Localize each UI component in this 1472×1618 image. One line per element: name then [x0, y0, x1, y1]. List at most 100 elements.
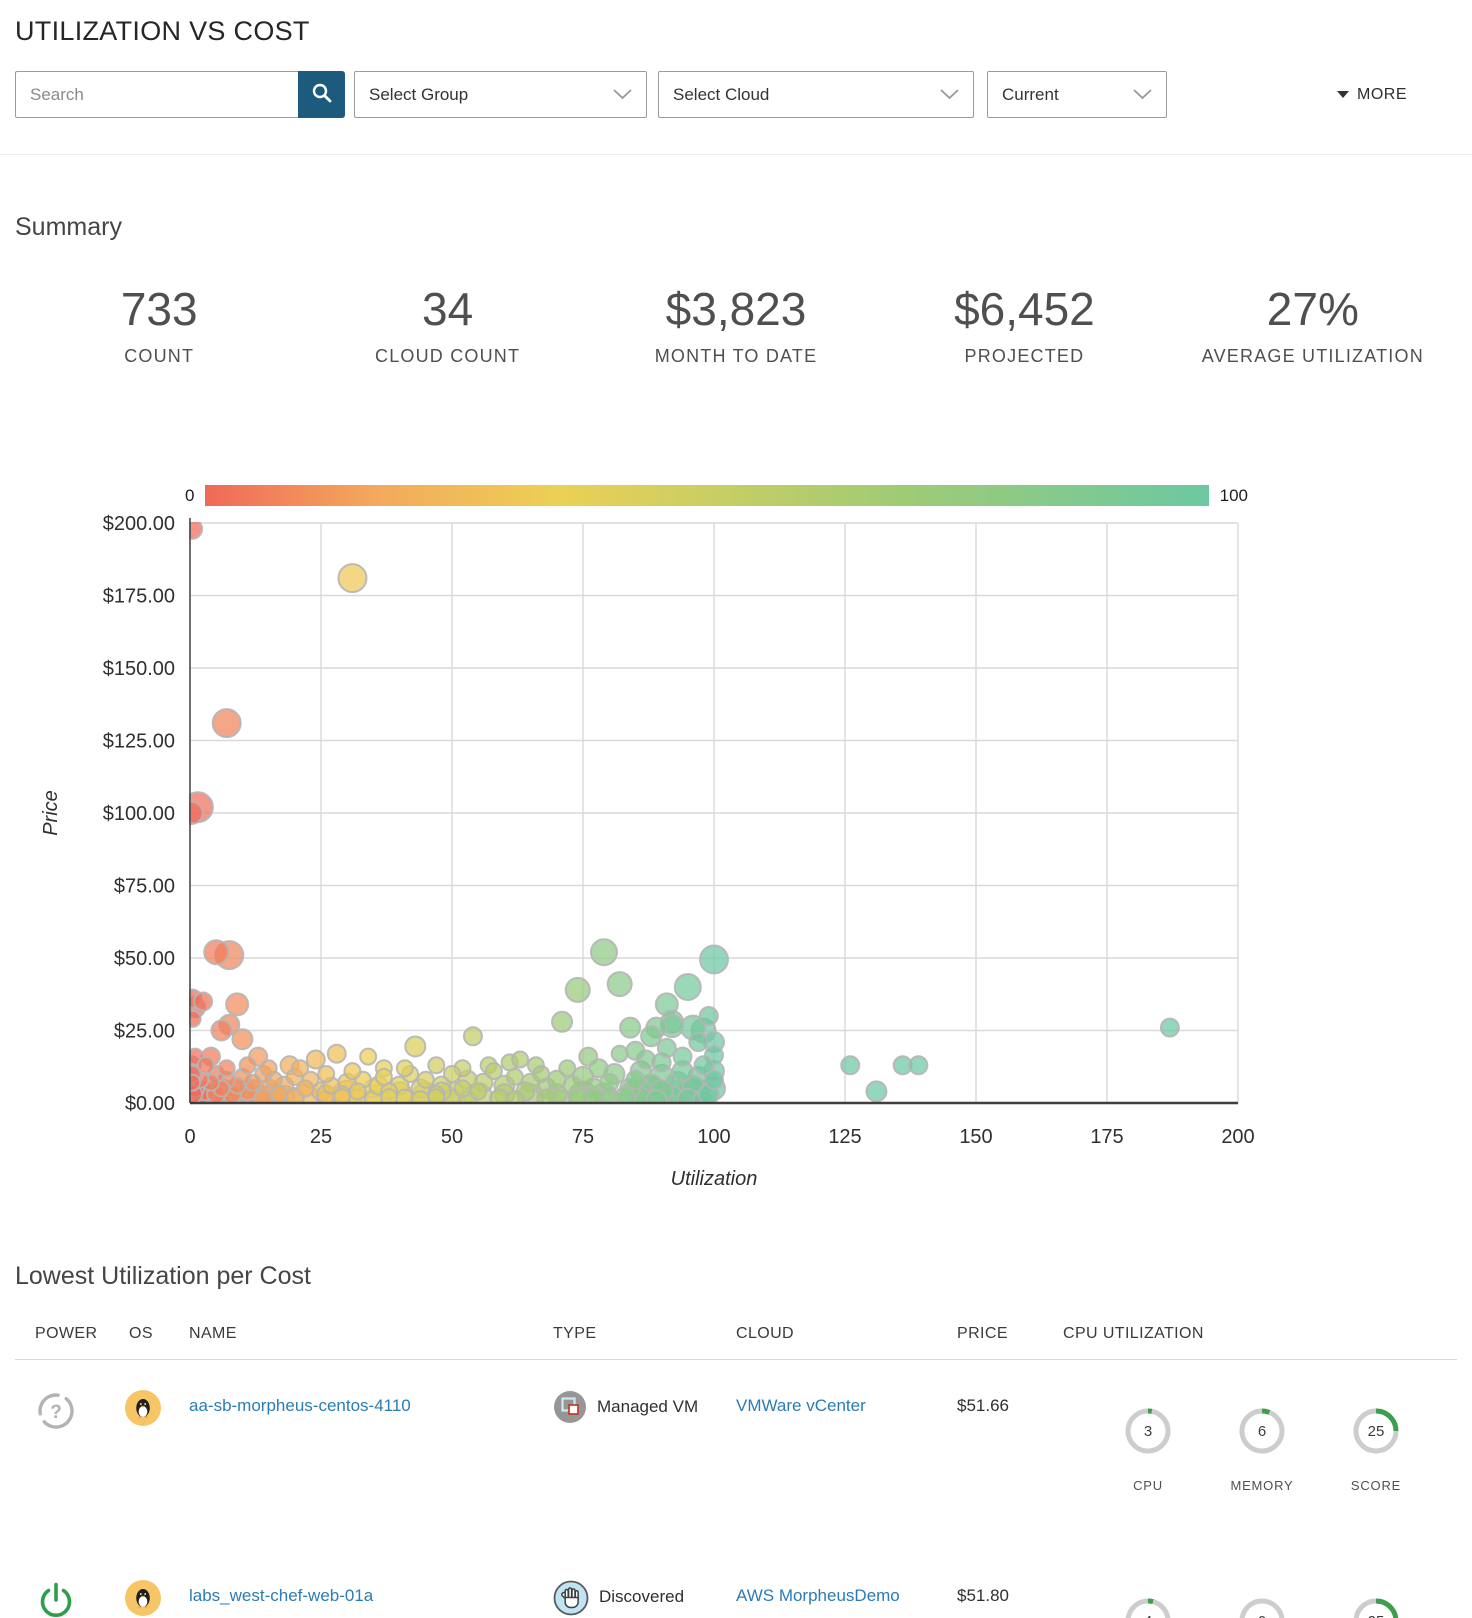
svg-text:0: 0 — [184, 1126, 195, 1148]
toolbar: Select Group Select Cloud Current MORE — [15, 71, 1457, 118]
column-header-os: OS — [129, 1325, 153, 1342]
svg-text:25: 25 — [310, 1126, 332, 1148]
gauge-label: MEMORY — [1230, 1478, 1294, 1493]
power-unknown-icon: ? — [35, 1393, 77, 1436]
cpu-gauge-block: 3 CPU — [1103, 1406, 1193, 1550]
svg-text:75: 75 — [572, 1126, 594, 1148]
stat-value: 27% — [1266, 283, 1359, 335]
search-button[interactable] — [298, 71, 345, 118]
summary-heading: Summary — [15, 213, 122, 241]
score-gauge: 25 — [1351, 1596, 1401, 1618]
column-header-cloud: CLOUD — [736, 1325, 795, 1342]
lowest-utilization-table: POWER OS NAME TYPE CLOUD PRICE CPU UTILI… — [0, 1317, 1472, 1618]
column-header-power: POWER — [35, 1325, 98, 1342]
price-cell: $51.80 — [957, 1586, 1009, 1605]
period-select-value: Current — [1002, 84, 1059, 104]
caret-down-icon — [1337, 91, 1349, 98]
gauge-value: 0 — [1237, 1596, 1287, 1618]
column-header-price: PRICE — [957, 1325, 1008, 1342]
stat-cloud-count: 34 CLOUD COUNT — [303, 282, 591, 367]
chevron-down-icon — [940, 85, 959, 105]
gauge-value: 25 — [1367, 1422, 1385, 1440]
cloud-link[interactable]: VMWare vCenter — [736, 1396, 866, 1415]
svg-text:$75.00: $75.00 — [114, 876, 175, 898]
stat-label: PROJECTED — [964, 346, 1085, 366]
svg-text:$100.00: $100.00 — [103, 803, 175, 825]
power-cell — [15, 1580, 115, 1618]
cpu-utilization-cell: 4 CPU 0 MEMORY 25 SCORE — [1045, 1580, 1457, 1618]
stat-count: 733 COUNT — [15, 282, 303, 367]
cloud-cell: VMWare vCenter — [720, 1390, 957, 1550]
type-label: Discovered — [599, 1587, 685, 1606]
linux-icon — [125, 1390, 161, 1426]
stat-label: COUNT — [124, 346, 195, 366]
name-cell: aa-sb-morpheus-centos-4110 — [173, 1390, 535, 1550]
toolbar-divider — [0, 154, 1472, 155]
svg-text:$125.00: $125.00 — [103, 731, 175, 753]
group-select[interactable]: Select Group — [354, 71, 647, 118]
gauge-value: 6 — [1257, 1422, 1267, 1440]
colorbar-min-label: 0 — [185, 485, 195, 505]
search-group — [15, 71, 345, 118]
stat-projected: $6,452 PROJECTED — [880, 282, 1168, 367]
gauge-value: 4 — [1123, 1596, 1173, 1618]
cloud-select-value: Select Cloud — [673, 84, 770, 104]
cpu-utilization-cell: 3 CPU 6 MEMORY 25 SCORE — [1045, 1390, 1457, 1550]
column-header-name: NAME — [189, 1325, 237, 1342]
stat-average-utilization: 27% AVERAGE UTILIZATION — [1169, 282, 1457, 367]
memory-gauge-block: 6 MEMORY — [1217, 1406, 1307, 1550]
table-header-row: POWER OS NAME TYPE CLOUD PRICE CPU UTILI… — [15, 1317, 1457, 1360]
type-cell: Discovered — [535, 1580, 720, 1618]
svg-text:50: 50 — [441, 1126, 463, 1148]
linux-icon — [125, 1580, 161, 1616]
chevron-down-icon — [1133, 85, 1152, 105]
svg-text:100: 100 — [697, 1126, 730, 1148]
svg-text:125: 125 — [828, 1126, 861, 1148]
svg-text:$200.00: $200.00 — [103, 513, 175, 535]
gauge-value: 3 — [1143, 1422, 1153, 1440]
stat-label: MONTH TO DATE — [654, 346, 818, 366]
gauge-label: CPU — [1133, 1478, 1163, 1493]
memory-gauge: 6 — [1237, 1406, 1287, 1456]
chevron-down-icon — [613, 85, 632, 105]
utilization-colorbar: 0 100 — [185, 485, 1248, 506]
svg-text:Price: Price — [40, 790, 62, 836]
utilization-vs-cost-scatter-chart[interactable]: $0.00 $25.00 $50.00 $75.00 $100.00 $125.00 $15… — [15, 510, 1457, 1186]
column-header-cpu-utilization: CPU UTILIZATION — [1063, 1325, 1204, 1342]
stat-label: AVERAGE UTILIZATION — [1201, 346, 1424, 366]
managed-vm-icon — [553, 1390, 587, 1429]
cloud-cell: AWS MorpheusDemo — [720, 1580, 957, 1618]
stat-value: 733 — [120, 283, 198, 335]
stat-value: 34 — [422, 283, 474, 335]
memory-gauge-block: 0 MEMORY — [1217, 1596, 1307, 1618]
svg-text:175: 175 — [1090, 1126, 1123, 1148]
cpu-gauge: 3 — [1123, 1406, 1173, 1456]
colorbar-max-label: 100 — [1219, 485, 1248, 505]
instance-name-link[interactable]: aa-sb-morpheus-centos-4110 — [189, 1396, 411, 1415]
memory-gauge: 0 — [1237, 1596, 1287, 1618]
table-row[interactable]: labs_west-chef-web-01a — [0, 1550, 1472, 1618]
lowest-utilization-heading: Lowest Utilization per Cost — [15, 1262, 311, 1290]
svg-text:Utilization: Utilization — [671, 1168, 758, 1186]
search-input[interactable] — [15, 71, 298, 118]
svg-text:$175.00: $175.00 — [103, 586, 175, 608]
cpu-gauge-block: 4 CPU — [1103, 1596, 1193, 1618]
table-row[interactable]: ? aa-sb-morpheus-centos-41 — [15, 1360, 1457, 1550]
search-icon — [310, 81, 334, 108]
cloud-link[interactable]: AWS MorpheusDemo — [736, 1586, 900, 1605]
type-cell: Managed VM — [535, 1390, 720, 1550]
price-cell: $51.66 — [957, 1396, 1009, 1415]
os-cell — [115, 1390, 173, 1550]
score-gauge-block: 25 SCORE — [1331, 1596, 1421, 1618]
power-cell: ? — [15, 1390, 115, 1550]
period-select[interactable]: Current — [987, 71, 1167, 118]
group-select-value: Select Group — [369, 84, 469, 104]
cloud-select[interactable]: Select Cloud — [658, 71, 974, 118]
name-cell: labs_west-chef-web-01a — [173, 1580, 535, 1618]
stat-value: $6,452 — [954, 283, 1095, 335]
score-gauge-block: 25 SCORE — [1331, 1406, 1421, 1550]
cpu-gauge: 4 — [1123, 1596, 1173, 1618]
instance-name-link[interactable]: labs_west-chef-web-01a — [189, 1586, 374, 1605]
more-button[interactable]: MORE — [1337, 86, 1407, 104]
svg-text:$0.00: $0.00 — [125, 1093, 175, 1115]
